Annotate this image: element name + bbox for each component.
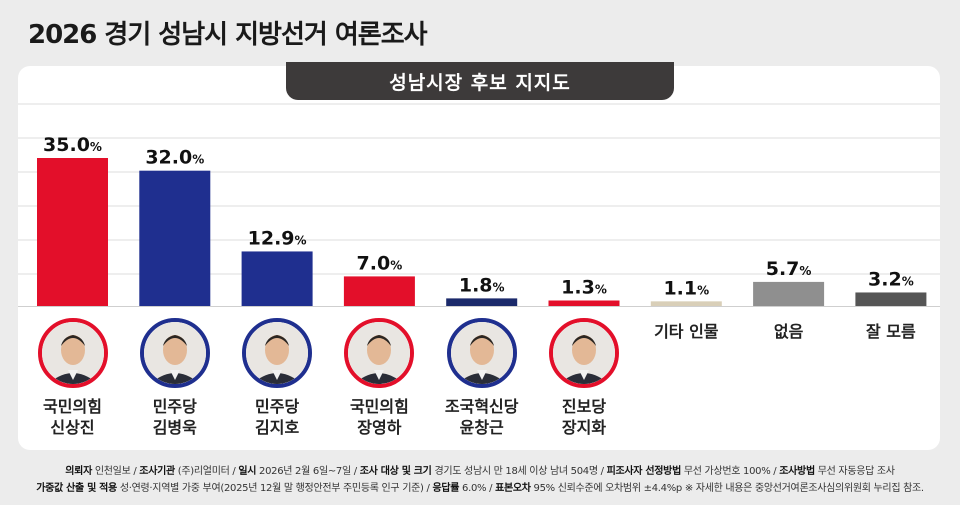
avatar bbox=[549, 318, 619, 388]
chart-subtitle: 성남시장 후보 지지도 bbox=[286, 62, 674, 100]
candidate-party: 민주당 bbox=[152, 397, 197, 416]
bar-3 bbox=[343, 276, 415, 306]
footer-value: 인천일보 bbox=[91, 466, 131, 477]
candidate-name: 장지화 bbox=[561, 418, 607, 437]
value-label-3: 7.0% bbox=[357, 252, 403, 274]
candidate-name: 장영하 bbox=[357, 418, 402, 437]
bar-7 bbox=[753, 281, 825, 306]
bar-4 bbox=[446, 298, 518, 306]
value-label-8: 3.2% bbox=[868, 268, 914, 290]
footer-value: 무선 가상번호 100% bbox=[680, 466, 771, 477]
footer-key: 응답률 bbox=[432, 483, 460, 494]
candidate-party: 조국혁신당 bbox=[444, 397, 519, 416]
footer-key: 가중값 산출 및 적용 bbox=[36, 483, 117, 494]
value-label-1: 32.0% bbox=[145, 147, 204, 169]
candidate-party: 국민의힘 bbox=[43, 397, 102, 416]
footer-line-1: 의뢰자 인천일보 / 조사기관 (주)리얼미터 / 일시 2026년 2월 6일… bbox=[65, 466, 895, 477]
candidate-name: 윤창근 bbox=[459, 418, 504, 437]
footer-note: ※ 자세한 내용은 중앙선거여론조사심의위원회 누리집 참조. bbox=[681, 483, 924, 494]
footer-key: 일시 bbox=[238, 466, 257, 477]
bar-0 bbox=[37, 158, 108, 306]
avatar bbox=[446, 318, 517, 388]
candidate-party: 민주당 bbox=[255, 397, 300, 416]
avatar bbox=[37, 318, 108, 388]
category-label-8: 잘 모름 bbox=[866, 322, 916, 341]
bar-2 bbox=[241, 251, 313, 306]
page-title: 2026 경기 성남시 지방선거 여론조사 bbox=[28, 20, 428, 50]
footer-value: 2026년 2월 6일~7일 bbox=[256, 466, 351, 477]
footer-value: 6.0% bbox=[459, 483, 487, 494]
value-label-2: 12.9% bbox=[248, 227, 307, 249]
bar-1 bbox=[139, 170, 211, 306]
candidate-name: 김지호 bbox=[255, 418, 300, 437]
footer-key: 조사 대상 및 크기 bbox=[359, 466, 432, 477]
category-label-7: 없음 bbox=[773, 322, 804, 341]
footer-key: 표본오차 bbox=[495, 483, 531, 494]
candidate-party: 진보당 bbox=[561, 397, 607, 416]
bar-6 bbox=[650, 301, 722, 306]
footer-key: 의뢰자 bbox=[65, 466, 92, 477]
candidate-name: 신상진 bbox=[50, 418, 95, 437]
footer-key: 조사기관 bbox=[139, 466, 175, 477]
footer-key: 조사방법 bbox=[779, 466, 815, 477]
candidate-name: 김병욱 bbox=[152, 418, 197, 437]
avatar bbox=[242, 318, 313, 388]
footer-line-2: 가중값 산출 및 적용 성·연령·지역별 가중 부여(2025년 12월 말 행… bbox=[36, 483, 924, 494]
value-label-0: 35.0% bbox=[43, 134, 102, 156]
bar-5 bbox=[548, 300, 620, 306]
avatar bbox=[139, 318, 210, 388]
value-label-4: 1.8% bbox=[459, 274, 505, 296]
category-label-6: 기타 인물 bbox=[654, 322, 719, 341]
footer-key: 피조사자 선정방법 bbox=[606, 466, 682, 477]
value-label-7: 5.7% bbox=[766, 258, 812, 280]
footer-value: 경기도 성남시 만 18세 이상 남녀 504명 bbox=[431, 466, 598, 477]
avatar bbox=[344, 318, 415, 388]
footer-value: 성·연령·지역별 가중 부여(2025년 12월 말 행정안전부 주민등록 인구… bbox=[116, 483, 424, 494]
value-label-6: 1.1% bbox=[663, 277, 709, 299]
footer-value: (주)리얼미터 bbox=[174, 466, 230, 477]
bar-8 bbox=[855, 292, 927, 306]
candidate-party: 국민의힘 bbox=[349, 397, 409, 416]
footer-value: 95% 신뢰수준에 오차범위 ±4.4%p bbox=[530, 483, 683, 494]
value-label-5: 1.3% bbox=[561, 277, 607, 299]
footer-value: 무선 자동응답 조사 bbox=[814, 466, 895, 477]
